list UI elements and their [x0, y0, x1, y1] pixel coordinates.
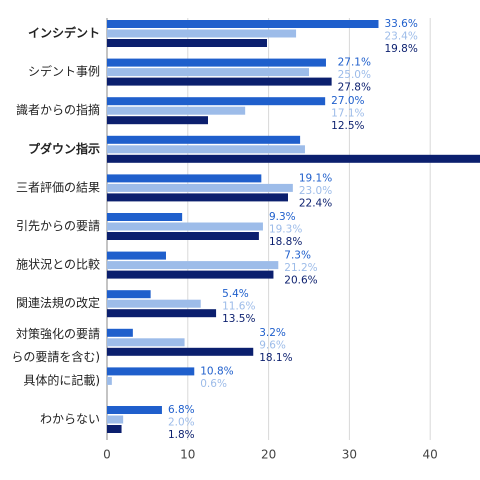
bar — [107, 270, 274, 279]
bar — [107, 222, 263, 231]
bar — [107, 251, 166, 260]
bar — [107, 97, 326, 106]
bar — [107, 376, 112, 385]
value-label: 19.8% — [384, 43, 417, 55]
category-label: 三者評価の結果 — [16, 179, 100, 194]
bar — [107, 58, 326, 67]
bar — [107, 39, 267, 47]
bar — [107, 106, 246, 115]
bar — [107, 347, 254, 356]
bar — [107, 415, 124, 424]
x-tick-label: 10 — [180, 448, 195, 462]
bar — [107, 77, 332, 86]
x-tick-label: 40 — [423, 448, 438, 462]
x-tick-label: 0 — [103, 448, 111, 462]
bar — [107, 290, 151, 299]
bar — [107, 145, 305, 154]
bar — [107, 232, 259, 240]
category-label: わからない — [40, 412, 100, 426]
bar — [107, 135, 301, 144]
bar — [107, 20, 379, 28]
bar — [107, 299, 201, 308]
category-label: シデント事例 — [28, 64, 100, 79]
value-label: 0.6% — [200, 378, 227, 390]
value-label: 19.1% — [299, 172, 332, 184]
value-label: 25.0% — [338, 69, 371, 81]
category-label: 施状況との比較 — [16, 257, 100, 272]
bar — [107, 68, 309, 77]
value-label: 27.0% — [331, 95, 364, 107]
bar — [107, 154, 480, 163]
value-label: 23.4% — [384, 31, 417, 43]
value-label: 19.3% — [269, 224, 302, 236]
value-label: 7.3% — [284, 250, 311, 262]
value-label: 9.6% — [259, 339, 286, 351]
value-label: 20.6% — [284, 275, 317, 287]
bar — [107, 213, 183, 221]
value-label: 18.8% — [269, 236, 302, 248]
value-label: 13.5% — [222, 313, 255, 325]
category-label: 具体的に記載) — [23, 372, 100, 387]
value-label: 17.1% — [331, 108, 364, 120]
value-label: 27.8% — [338, 82, 371, 94]
category-label: らの要請を含む) — [11, 349, 100, 364]
value-label: 3.2% — [259, 327, 286, 339]
value-label: 21.2% — [284, 262, 317, 274]
value-label: 5.4% — [222, 288, 249, 300]
category-label: 関連法規の改定 — [16, 295, 100, 310]
bar — [107, 406, 162, 414]
bar — [107, 425, 122, 433]
category-label: インシデント — [28, 25, 100, 40]
value-label: 33.6% — [384, 18, 417, 30]
category-label: 対策強化の要請 — [16, 327, 100, 341]
bar — [107, 29, 297, 38]
value-label: 23.0% — [299, 185, 332, 197]
value-label: 10.8% — [200, 365, 233, 377]
value-label: 6.8% — [168, 404, 195, 416]
bar — [107, 183, 293, 192]
value-label: 2.0% — [168, 417, 195, 429]
value-label: 12.5% — [331, 120, 364, 132]
bar — [107, 116, 208, 125]
bar — [107, 367, 195, 376]
value-label: 11.6% — [222, 301, 255, 313]
value-label: 18.1% — [259, 352, 292, 364]
bar — [107, 193, 288, 202]
value-label: 22.4% — [299, 197, 332, 209]
category-label: 引先からの要請 — [16, 219, 100, 233]
bar — [107, 174, 262, 183]
bar — [107, 261, 279, 270]
x-tick-label: 20 — [261, 448, 276, 462]
value-label: 1.8% — [168, 429, 195, 441]
bar — [107, 338, 185, 347]
category-label: 識者からの指摘 — [16, 102, 100, 117]
value-label: 27.1% — [338, 57, 371, 69]
x-tick-label: 30 — [342, 448, 357, 462]
bar — [107, 309, 217, 318]
value-label: 9.3% — [269, 211, 296, 223]
bar — [107, 328, 133, 337]
category-label: プダウン指示 — [28, 141, 100, 156]
